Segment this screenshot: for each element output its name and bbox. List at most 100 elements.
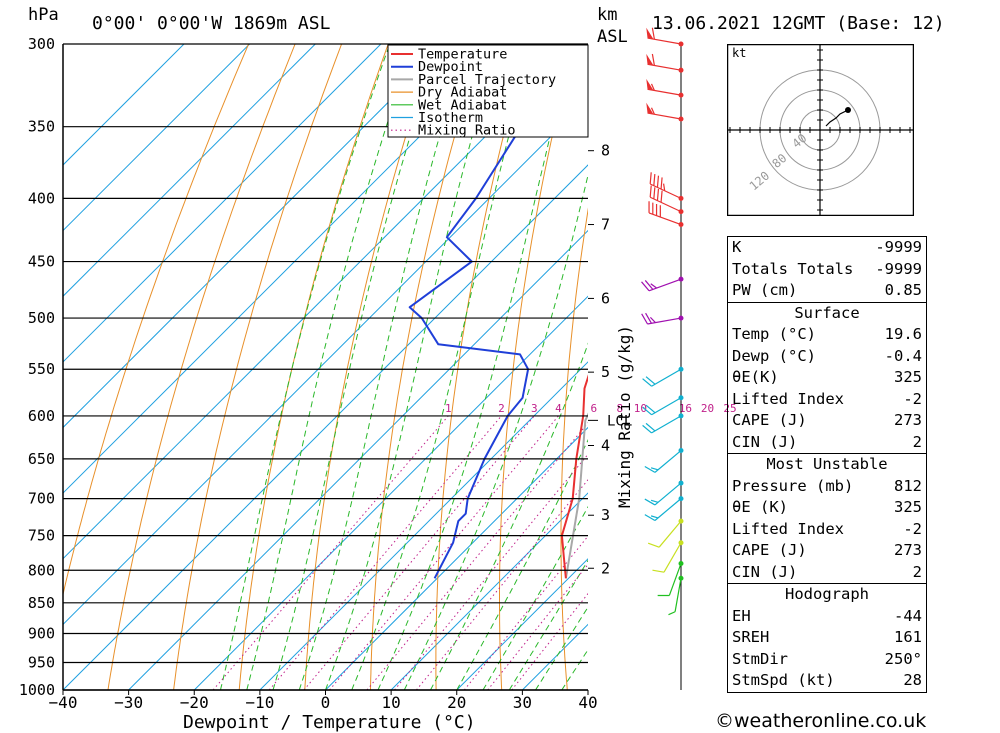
pressure-tick-label: 300 <box>28 35 55 53</box>
table-row: SREH 161 <box>728 627 926 649</box>
row-label: Dewp (°C) <box>732 346 816 365</box>
dewpoint-line <box>408 44 586 579</box>
dry-adiabat-line <box>992 44 1000 690</box>
pressure-tick-label: 350 <box>28 118 55 136</box>
row-value: -44 <box>894 606 922 625</box>
x-tick-label: −10 <box>245 693 274 712</box>
x-tick-label: −20 <box>180 693 209 712</box>
pressure-tick-label: 550 <box>28 360 55 378</box>
x-tick-label: 40 <box>578 693 597 712</box>
x-tick-label: 0 <box>321 693 331 712</box>
indices-box: K -9999 Totals Totals -9999 PW (cm) 0.85 <box>727 236 927 303</box>
wind-barb <box>644 480 684 506</box>
wet-adiabat-line <box>272 44 440 690</box>
mixing-ratio-axis-label: Mixing Ratio (g/kg) <box>615 325 634 508</box>
mixing-ratio-tick-label: 2 <box>498 402 505 415</box>
height-tick-label: 3 <box>601 506 610 524</box>
x-tick-label: 30 <box>513 693 532 712</box>
row-value: 2 <box>912 562 922 581</box>
table-row: θE (K) 325 <box>728 497 926 519</box>
wind-barb <box>642 366 684 387</box>
row-label: SREH <box>732 628 770 646</box>
row-label: PW (cm) <box>732 281 798 299</box>
pressure-tick-label: 750 <box>28 527 55 545</box>
row-label: Totals Totals <box>732 259 854 278</box>
isotherm-line <box>63 98 588 626</box>
row-label: Lifted Index <box>732 389 844 408</box>
legend-entry: Mixing Ratio <box>418 123 516 139</box>
height-tick-label: 2 <box>601 559 610 577</box>
wind-barb <box>647 518 684 548</box>
row-value: -0.4 <box>884 346 922 365</box>
row-value: 250° <box>884 649 922 668</box>
dry-adiabat-line <box>943 44 1000 690</box>
hodograph-title: Hodograph <box>785 585 869 603</box>
wind-barb <box>642 395 684 416</box>
pressure-tick-label: 950 <box>28 653 55 671</box>
pressure-tick-label: 900 <box>28 624 55 642</box>
wet-adiabat-line <box>430 342 588 690</box>
wind-barb <box>646 102 684 122</box>
location-title: 0°00' 0°00'W 1869m ASL <box>92 13 331 34</box>
x-tick-label: −30 <box>114 693 143 712</box>
table-row: CAPE (J) 273 <box>728 540 926 562</box>
height-tick-label: 8 <box>601 142 610 160</box>
legend-entry: Parcel Trajectory <box>418 72 556 88</box>
table-row: PW (cm) 0.85 <box>728 280 926 302</box>
row-label: StmSpd (kt) <box>732 671 835 689</box>
pressure-tick-label: 400 <box>28 189 55 207</box>
wind-barb <box>652 540 684 573</box>
temperature-line <box>560 374 588 579</box>
table-row: StmDir 250° <box>728 649 926 671</box>
row-label: θE (K) <box>732 498 788 516</box>
surface-title: Surface <box>794 303 860 322</box>
table-row: EH -44 <box>728 606 926 628</box>
km-unit: km <box>597 5 618 25</box>
dry-adiabat-line <box>678 44 713 690</box>
row-label: θE(K) <box>732 368 779 386</box>
row-value: 28 <box>903 671 922 689</box>
legend-entry: Isotherm <box>418 110 483 126</box>
mixing-ratio-tick-label: 1 <box>445 402 452 415</box>
table-row: Totals Totals -9999 <box>728 259 926 281</box>
table-row: CAPE (J) 273 <box>728 410 926 432</box>
isotherm-line <box>259 361 588 690</box>
row-label: Temp (°C) <box>732 325 816 343</box>
credit: ©weatheronline.co.uk <box>715 710 927 732</box>
parcel-trajectory-line <box>564 412 588 579</box>
height-tick-label: 5 <box>601 363 610 381</box>
table-row: Pressure (mb) 812 <box>728 476 926 498</box>
row-label: CAPE (J) <box>732 541 807 559</box>
mixing-ratio-line <box>416 478 588 690</box>
wind-barb <box>649 172 684 201</box>
wind-barb <box>642 413 684 434</box>
wind-barb <box>646 53 684 73</box>
dry-adiabat-line <box>63 44 250 597</box>
x-axis-label: Dewpoint / Temperature (°C) <box>183 712 476 733</box>
most-unstable-box: Most Unstable Pressure (mb) 812 θE (K) 325 L… <box>727 454 927 584</box>
hodograph-trace <box>825 109 849 127</box>
lcl-label: LCL <box>607 413 632 429</box>
row-value: 273 <box>894 411 922 429</box>
most-unstable-title: Most Unstable <box>766 455 888 473</box>
isotherm-line <box>390 492 588 690</box>
isotherm-line <box>325 426 588 690</box>
row-value: -2 <box>903 389 922 408</box>
height-tick-label: 6 <box>601 289 610 307</box>
hodograph-box: Hodograph EH -44 SREH 161 StmDir 250° StmSpd (… <box>727 584 927 693</box>
wet-adiabat-line <box>377 44 575 690</box>
row-label: CIN (J) <box>732 432 798 451</box>
mixing-ratio-tick-label: 4 <box>555 402 562 415</box>
row-value: 325 <box>894 498 922 516</box>
table-row: Temp (°C) 19.6 <box>728 324 926 346</box>
wind-barb <box>646 27 684 47</box>
row-value: 273 <box>894 541 922 559</box>
mixing-ratio-line <box>268 415 502 690</box>
mixing-ratio-line <box>366 422 588 690</box>
isotherm-line <box>63 44 316 297</box>
legend-entry: Dewpoint <box>418 59 483 75</box>
row-label: StmDir <box>732 649 788 668</box>
legend-entry: Dry Adiabat <box>418 85 507 101</box>
